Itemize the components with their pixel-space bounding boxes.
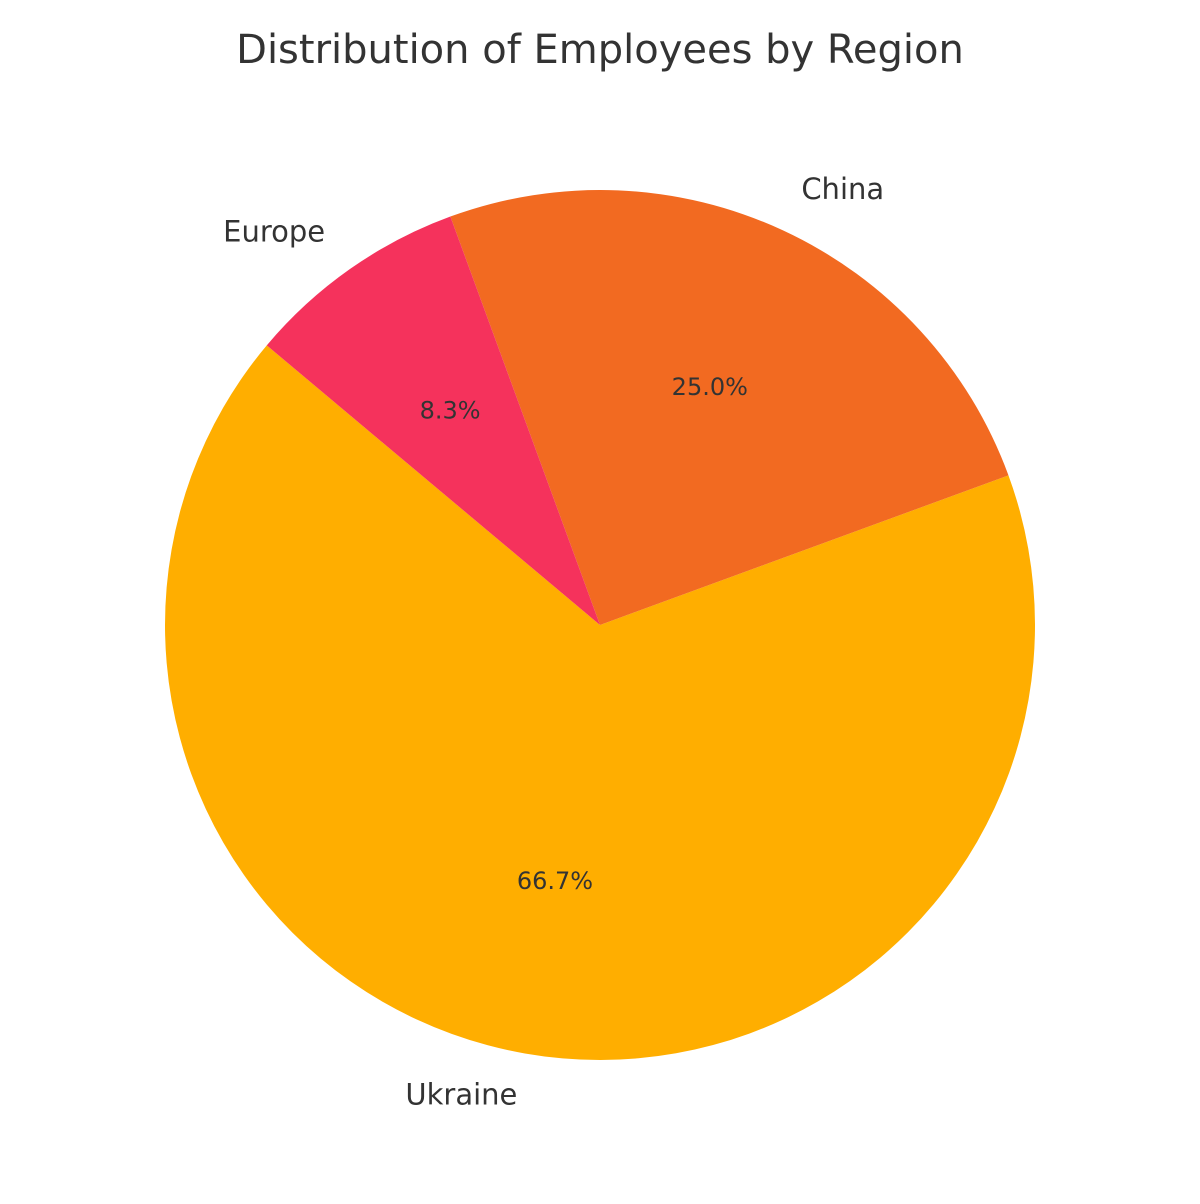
slice-label-ukraine: Ukraine: [405, 1077, 517, 1111]
slice-label-europe: Europe: [223, 214, 325, 248]
pie-slice-china: [450, 190, 1009, 625]
pie-slice-europe: [266, 216, 600, 625]
percent-label-ukraine: 66.7%: [517, 867, 593, 895]
chart-title: Distribution of Employees by Region: [236, 27, 964, 73]
percent-label-china: 25.0%: [672, 373, 748, 401]
pie-labels: Ukraine 66.7% China 25.0% Europe 8.3%: [223, 172, 884, 1111]
pie-slices: [164, 190, 1035, 1060]
slice-label-china: China: [801, 172, 884, 206]
percent-label-europe: 8.3%: [420, 396, 481, 424]
pie-slice-ukraine: [164, 345, 1035, 1060]
